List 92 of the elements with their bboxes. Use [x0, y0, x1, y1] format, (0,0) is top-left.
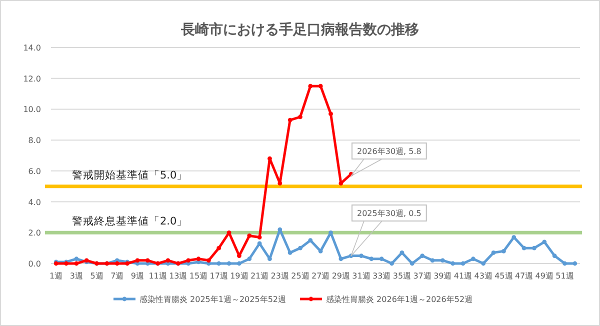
point: [247, 234, 252, 238]
title: 長崎市における手足口病報告数の推移: [181, 22, 419, 38]
ref-line-label: 警戒終息基準値「2.0」: [72, 214, 188, 228]
point: [390, 261, 394, 266]
point: [491, 250, 496, 255]
point: [216, 261, 222, 266]
x-tick-label: 33週: [372, 272, 391, 280]
point: [74, 261, 79, 266]
x-tick-label: 29週: [332, 272, 350, 280]
point: [359, 254, 364, 258]
point: [288, 250, 292, 255]
x-tick-label: 5週: [90, 272, 104, 280]
point: [450, 261, 456, 266]
point: [298, 246, 302, 250]
x-tick-label: 47週: [514, 272, 534, 280]
x-tick-label: 1週: [50, 272, 63, 280]
x-tick-label: 27週: [311, 272, 330, 280]
x-tick-label: 7週: [110, 272, 124, 280]
y-tick-label: 14.0: [23, 44, 41, 52]
point: [338, 256, 344, 262]
y-tick-label: 8.0: [28, 136, 41, 146]
point: [328, 112, 333, 116]
point: [552, 254, 557, 258]
point: [502, 248, 506, 254]
point: [318, 84, 323, 88]
x-tick-label: 43週: [474, 272, 492, 280]
y-tick-label: 10.0: [23, 105, 41, 114]
ref-line-label: 警戒開始基準値「5.0」: [72, 168, 188, 182]
x-tick-label: 51週: [556, 272, 574, 280]
point: [247, 256, 252, 262]
x-tick-label: 15週: [189, 272, 208, 280]
point: [420, 254, 425, 258]
x-tick-label: 3週: [70, 272, 83, 280]
point: [379, 256, 384, 262]
x-tick-label: 25週: [291, 272, 310, 280]
point: [542, 240, 547, 244]
annotation: 2025年30週, 0.5: [357, 209, 422, 218]
point: [410, 261, 414, 266]
annotation: 2026年30週, 5.8: [357, 147, 422, 156]
x-tick-label: 45週: [494, 272, 513, 280]
point: [145, 258, 150, 263]
y-tick-label: 12.0: [23, 74, 41, 84]
x-tick-label: 19週: [230, 272, 248, 280]
x-tick-label: 31週: [352, 272, 370, 280]
annotation: 2026年30週, 5.8: [350, 142, 427, 176]
point: [430, 258, 435, 263]
x-tick-label: 11週: [148, 272, 167, 280]
point: [440, 258, 445, 263]
point: [308, 84, 313, 88]
x-tick-label: 23週: [270, 272, 289, 280]
point: [532, 246, 536, 250]
point: [268, 156, 272, 161]
point: [572, 261, 578, 266]
point: [166, 258, 170, 263]
y-tick-label: 2.0: [28, 228, 41, 238]
x-tick-label: 17週: [210, 272, 228, 280]
annotation: 2025年30週, 0.5: [350, 204, 427, 256]
x-tick-label: 39週: [434, 272, 452, 280]
x-tick-label: 35週: [392, 272, 412, 280]
point: [257, 235, 262, 240]
x-tick-label: 37週: [413, 272, 432, 280]
point: [481, 261, 486, 266]
y-tick-label: 0.0: [28, 260, 41, 268]
point: [470, 256, 476, 262]
point: [114, 261, 120, 266]
point: [74, 256, 79, 262]
point: [338, 181, 344, 186]
point: [186, 258, 191, 263]
x-tick-label: 41週: [454, 272, 472, 280]
y-tick-label: 4.0: [28, 198, 41, 207]
point: [400, 250, 404, 255]
y-tick-label: 6.0: [28, 166, 41, 176]
point: [206, 258, 211, 263]
point: [278, 181, 282, 186]
point: [460, 261, 466, 266]
legend-label: 感染性胃腸炎 2025年1週～2025年52週: [139, 295, 286, 304]
x-tick-label: 21週: [250, 272, 269, 280]
point: [562, 261, 567, 266]
point: [196, 256, 201, 262]
point: [216, 246, 222, 250]
point: [369, 256, 374, 262]
point: [135, 258, 140, 263]
point: [308, 238, 313, 243]
point: [288, 118, 292, 122]
x-tick-label: 49週: [535, 272, 554, 280]
x-tick-label: 13週: [169, 272, 188, 280]
point: [237, 261, 242, 266]
point: [522, 246, 526, 250]
x-tick-label: 9週: [130, 272, 144, 280]
point: [226, 261, 232, 266]
point: [298, 114, 302, 120]
legend-label: 感染性胃腸炎 2026年1週～2026年52週: [326, 295, 473, 304]
